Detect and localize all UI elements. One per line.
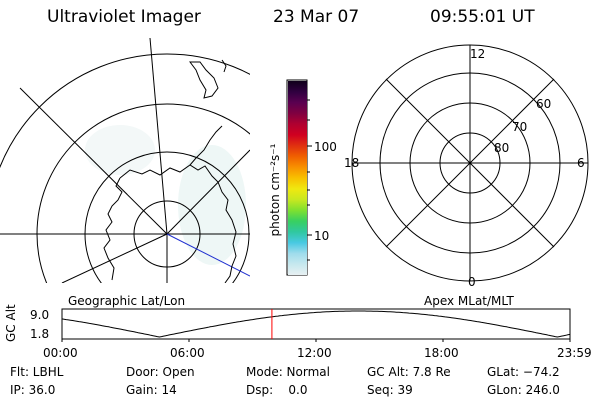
timeline-xtick-1: 06:00 <box>170 346 205 360</box>
gain-value: Gain: 14 <box>126 383 177 397</box>
colorbar-tick-100: 100 <box>314 140 337 154</box>
right-panel-caption: Apex MLat/MLT <box>424 294 514 308</box>
mlt-label-18: 18 <box>344 156 360 170</box>
mlat-label-70: 70 <box>512 120 528 134</box>
timeline-ymin: 1.8 <box>30 327 50 341</box>
geographic-map <box>0 37 251 284</box>
timeline-xtick-0: 00:00 <box>43 346 78 360</box>
mode-value: Mode: Normal <box>246 365 330 379</box>
glon-value: GLon: 246.0 <box>487 383 560 397</box>
timeline-xtick-4: 23:59 <box>557 346 592 360</box>
mlat-label-60: 60 <box>536 97 552 111</box>
meridian-line <box>166 149 250 235</box>
timeline-xtick-2: 12:00 <box>297 346 332 360</box>
glat-value: GLat: −74.2 <box>487 365 560 379</box>
aurora-glow <box>178 145 246 265</box>
date-label: 23 Mar 07 <box>273 7 360 27</box>
gc-alt-value: GC Alt: 7.8 Re <box>367 365 451 379</box>
colorbar <box>286 79 312 276</box>
ip-value: IP: 36.0 <box>10 383 56 397</box>
colorbar-gradient <box>288 81 307 275</box>
mlt-label-0: 0 <box>468 275 476 289</box>
time-label: 09:55:01 UT <box>430 7 535 27</box>
filter-value: Flt: LBHL <box>10 365 64 379</box>
timeline-ylabel: GC Alt <box>4 304 18 342</box>
coastline <box>189 61 219 99</box>
dsp-value: Dsp: 0.0 <box>246 383 308 397</box>
lat-circle <box>0 53 250 169</box>
altitude-timeline <box>61 308 571 342</box>
mlt-label-6: 6 <box>577 156 585 170</box>
mlt-label-12: 12 <box>470 47 486 61</box>
coastline <box>103 177 123 281</box>
local-meridian-line <box>166 233 250 277</box>
colorbar-unit-label: photon cm⁻²s⁻¹ <box>268 143 282 237</box>
door-value: Door: Open <box>126 365 195 379</box>
timeline-xtick-3: 18:00 <box>424 346 459 360</box>
instrument-title: Ultraviolet Imager <box>47 7 201 27</box>
apex-polar-plot <box>351 44 589 282</box>
coastline <box>119 164 237 283</box>
colorbar-frame <box>286 79 308 276</box>
coastline <box>189 125 223 166</box>
mlat-label-80: 80 <box>494 141 510 155</box>
meridian-line <box>19 87 168 235</box>
meridian-line <box>149 38 168 235</box>
altitude-curve <box>61 310 571 338</box>
seq-value: Seq: 39 <box>367 383 413 397</box>
mlt-line <box>385 78 555 248</box>
timeline-ymax: 9.0 <box>30 308 50 322</box>
coastline <box>221 59 227 73</box>
colorbar-tick-10: 10 <box>314 229 330 243</box>
left-panel-caption: Geographic Lat/Lon <box>68 294 186 308</box>
meridian-line <box>61 233 168 283</box>
